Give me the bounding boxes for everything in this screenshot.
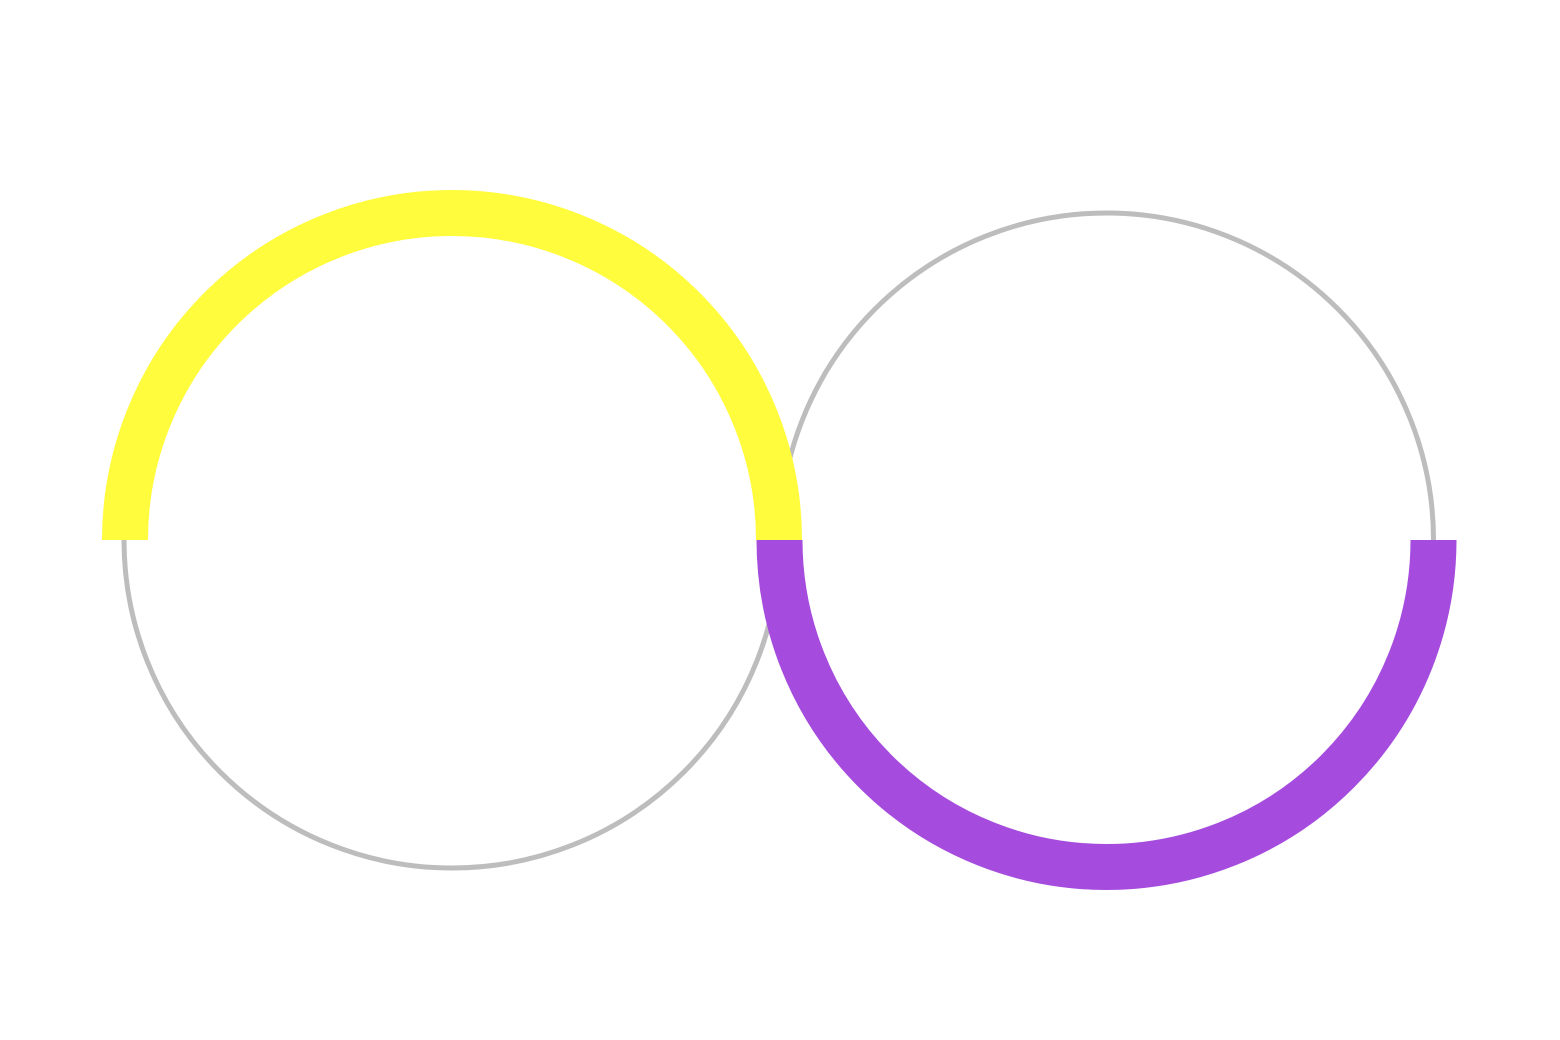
yellow-arc	[102, 190, 802, 541]
purple-arc	[756, 539, 1457, 890]
